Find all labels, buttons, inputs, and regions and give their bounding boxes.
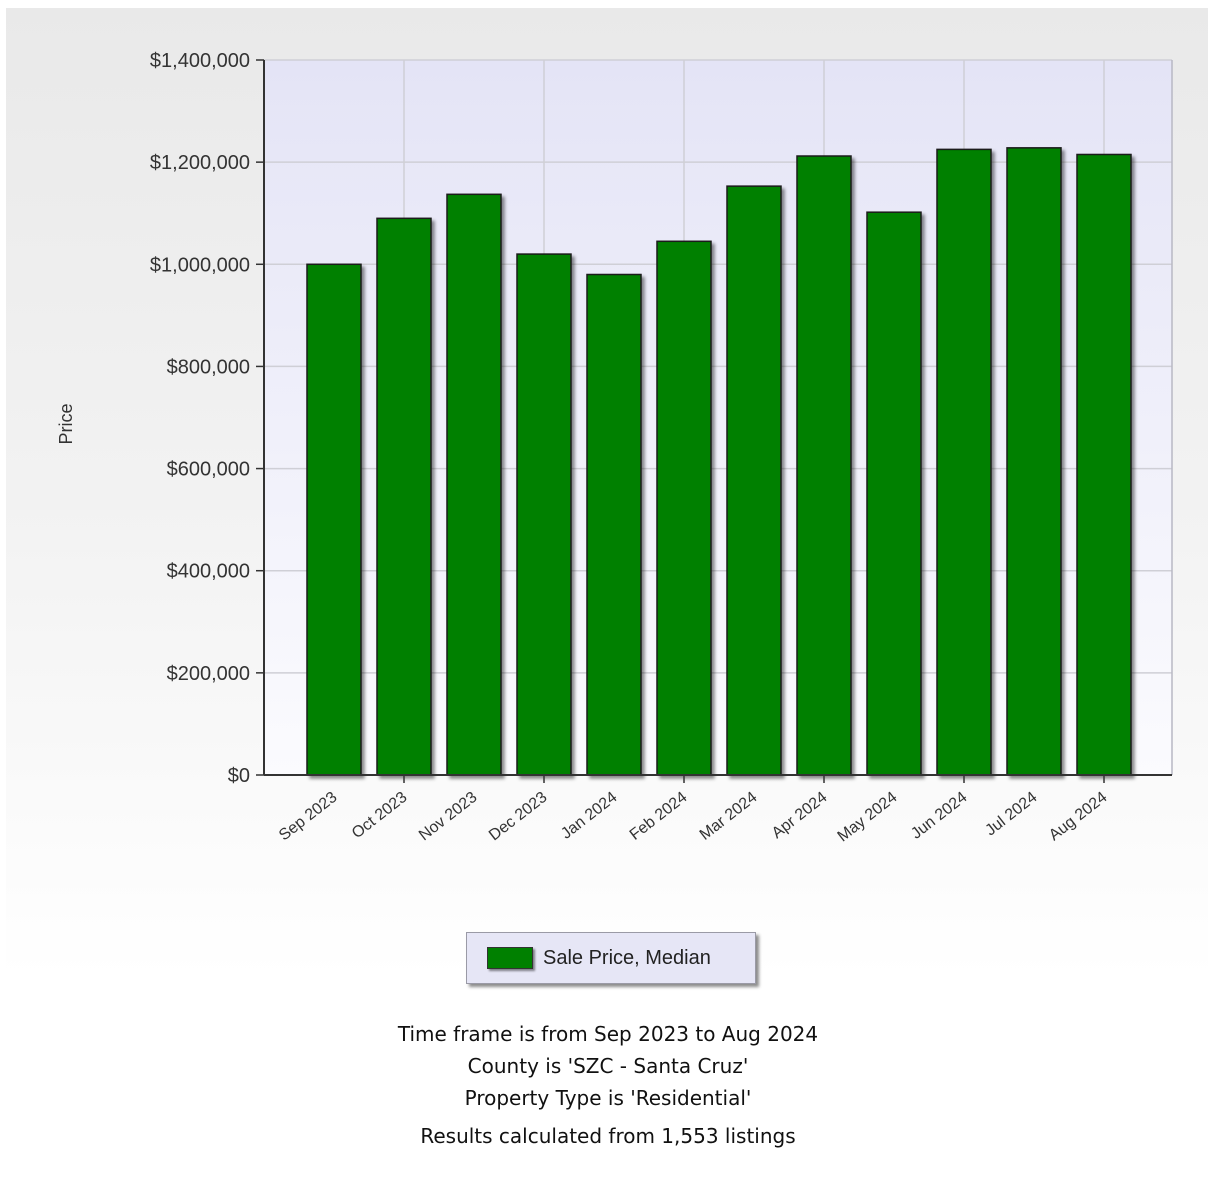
y-tick-label: $200,000 xyxy=(167,663,250,685)
x-tick-label: Jun 2024 xyxy=(908,789,970,843)
bar xyxy=(516,253,572,776)
x-tick-label: Sep 2023 xyxy=(276,789,341,845)
bar-chart: $0 $200,000 $400,000 $600,000 $800,000 $1,000… xyxy=(56,50,1173,846)
x-tick-label: Oct 2023 xyxy=(349,789,411,842)
bar xyxy=(376,217,432,776)
x-tick-label: Dec 2023 xyxy=(486,789,551,845)
x-tick-label: Apr 2024 xyxy=(769,789,831,842)
bar xyxy=(306,263,362,776)
bar xyxy=(446,193,502,776)
bar xyxy=(1006,147,1062,776)
y-tick-label: $1,000,000 xyxy=(150,254,250,276)
y-tick-label: $0 xyxy=(228,765,250,787)
bar xyxy=(586,273,642,776)
legend-swatch xyxy=(487,947,533,969)
y-axis-title: Price xyxy=(56,403,76,444)
bar xyxy=(866,211,922,776)
county-text: County is 'SZC - Santa Cruz' xyxy=(467,1054,749,1078)
bar xyxy=(936,148,992,776)
x-tick-label: Nov 2023 xyxy=(416,789,481,845)
x-tick-label: Aug 2024 xyxy=(1046,789,1111,845)
x-tick-label: Feb 2024 xyxy=(627,789,691,844)
filter-summary: Time frame is from Sep 2023 to Aug 2024 … xyxy=(0,1018,1216,1152)
legend: Sale Price, Median xyxy=(466,932,756,984)
results-count-text: Results calculated from 1,553 listings xyxy=(420,1124,796,1148)
timeframe-text: Time frame is from Sep 2023 to Aug 2024 xyxy=(397,1022,819,1046)
chart-panel: $0 $200,000 $400,000 $600,000 $800,000 $1,000… xyxy=(6,8,1208,984)
property-type-text: Property Type is 'Residential' xyxy=(464,1086,752,1110)
y-tick-label: $600,000 xyxy=(167,459,250,481)
x-tick-label: Jan 2024 xyxy=(558,789,620,843)
bar xyxy=(726,185,782,776)
x-tick-label: Jul 2024 xyxy=(982,789,1040,840)
bar xyxy=(796,155,852,776)
y-tick-label: $1,200,000 xyxy=(150,152,250,174)
y-tick-label: $1,400,000 xyxy=(150,50,250,72)
bar xyxy=(1076,153,1132,776)
y-tick-label: $400,000 xyxy=(167,561,250,583)
legend-label: Sale Price, Median xyxy=(543,946,711,969)
y-tick-label: $800,000 xyxy=(167,356,250,378)
bar xyxy=(656,240,712,776)
x-tick-label: May 2024 xyxy=(835,789,901,846)
x-tick-label: Mar 2024 xyxy=(697,789,761,844)
